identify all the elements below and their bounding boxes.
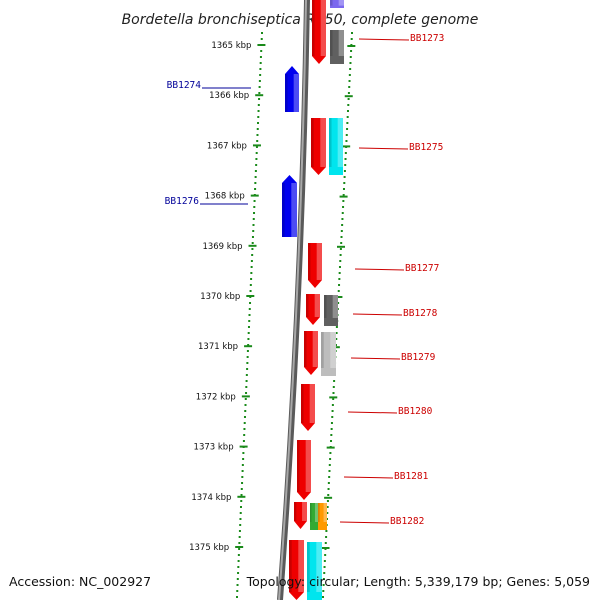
kbp-tick-label: 1375 kbp (189, 543, 229, 553)
label-leader-line (347, 411, 398, 414)
gene-label-forward: BB1278 (403, 308, 438, 319)
gene-label-reverse: BB1276 (165, 196, 200, 207)
reverse-gene-block (285, 66, 299, 112)
map-title: Bordetella bronchiseptica RB50, complete… (122, 12, 479, 28)
forward-gene-block (304, 331, 318, 375)
gene-label-forward: BB1282 (390, 516, 424, 527)
label-leader-line (354, 268, 405, 271)
backbone-highlight (278, 0, 307, 600)
kbp-scale: 1365 kbp 1366 kbp 1367 kbp 1368 kbp 1369 kbp… (189, 32, 356, 598)
kbp-tick-label: 1370 kbp (200, 292, 240, 302)
cog-block-orange (318, 503, 327, 530)
forward-gene-block (308, 243, 322, 288)
forward-gene-block (312, 0, 326, 64)
kbp-tick-label: 1366 kbp (209, 91, 249, 101)
kbp-tick-label: 1365 kbp (211, 41, 251, 51)
gene-label-forward: BB1279 (401, 352, 436, 363)
genome-backbone (277, 0, 310, 600)
forward-gene-block (289, 540, 304, 600)
genome-stats-text: Topology: circular; Length: 5,339,179 bp… (246, 574, 590, 589)
gene-features (282, 0, 344, 600)
cog-block-cyan (329, 118, 343, 175)
inner-dotted-ring (236, 32, 263, 598)
kbp-tick-label: 1369 kbp (202, 242, 242, 252)
kbp-tick-label: 1371 kbp (198, 342, 238, 352)
kbp-tick-label: 1373 kbp (194, 443, 234, 453)
kbp-tick-label: 1368 kbp (205, 192, 245, 202)
cog-block-light-gray (321, 332, 336, 376)
kbp-tick-label: 1372 kbp (196, 392, 236, 402)
accession-text: Accession: NC_002927 (9, 574, 151, 589)
reverse-gene-block (282, 175, 297, 237)
forward-gene-block (294, 502, 307, 529)
label-leader-line (339, 521, 390, 524)
gene-label-forward: BB1273 (410, 33, 444, 44)
gene-label-forward: BB1281 (394, 471, 429, 482)
kbp-tick-label: 1367 kbp (207, 141, 247, 151)
gene-label-forward: BB1275 (409, 142, 443, 153)
cog-block-dark-gray (330, 30, 344, 64)
cog-block-cyan (307, 542, 322, 600)
forward-gene-block (301, 384, 315, 431)
gene-label-forward: BB1280 (398, 406, 433, 417)
kbp-tick-label: 1374 kbp (191, 493, 231, 503)
forward-gene-block (306, 294, 320, 325)
forward-gene-block (311, 118, 326, 175)
cog-block-dark-gray (324, 295, 338, 326)
label-leader-line (350, 357, 401, 360)
forward-gene-block (297, 440, 311, 500)
gene-label-reverse: BB1274 (167, 80, 202, 91)
label-leader-line (352, 313, 403, 316)
label-leader-line (358, 147, 409, 150)
cog-block-green (310, 503, 318, 530)
gene-labels: BB1273 BB1275 BB1277 BB1278 BB1279 BB1280 BB12… (165, 33, 445, 527)
label-leader-line (343, 476, 394, 479)
label-leader-line (358, 38, 410, 41)
gene-label-forward: BB1277 (405, 263, 439, 274)
cog-block-purple (330, 0, 344, 8)
